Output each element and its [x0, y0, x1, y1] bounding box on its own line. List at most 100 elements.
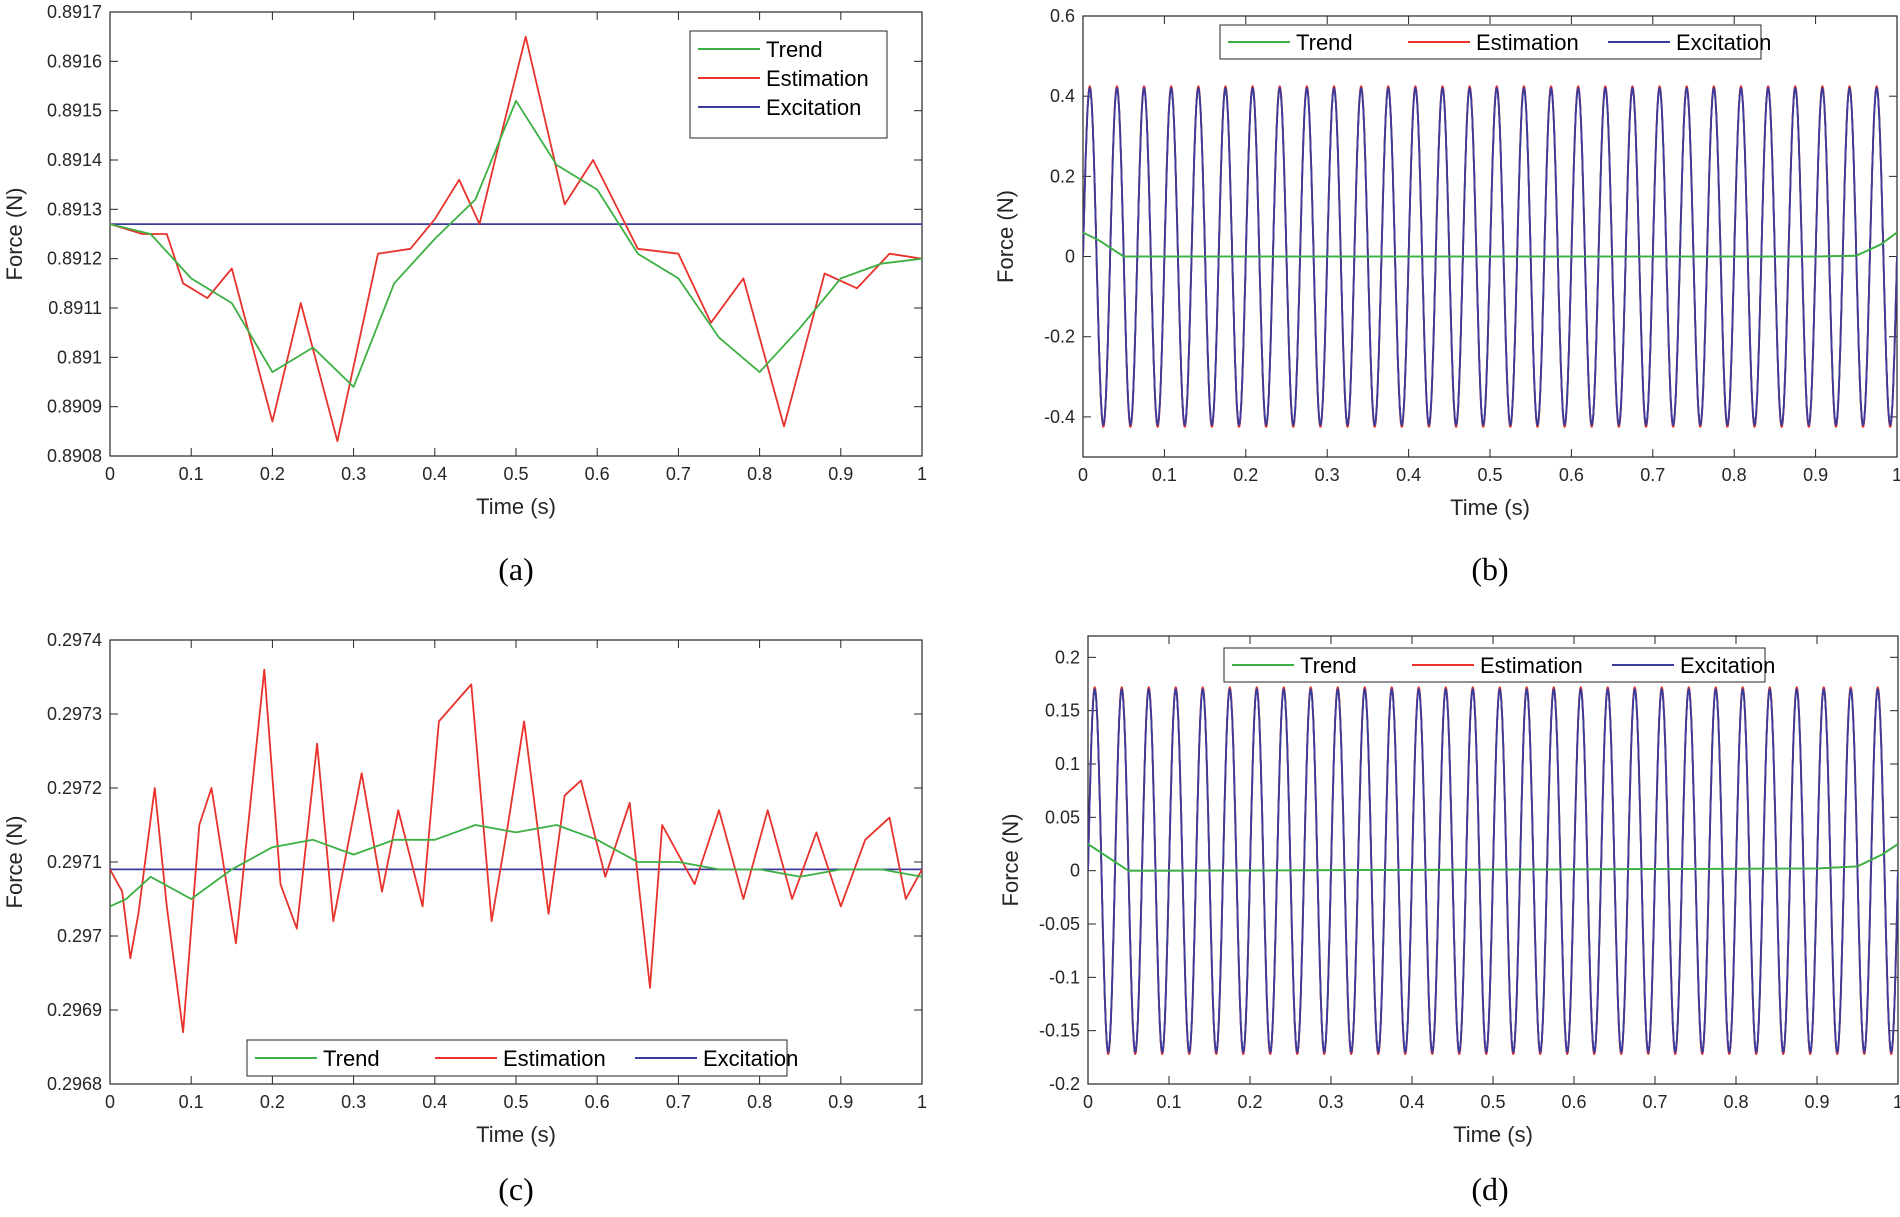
x-tick-label: 0: [105, 464, 115, 484]
series-lines: [110, 35, 922, 443]
series-line-trend: [110, 824, 922, 908]
y-tick-label: 0.8911: [48, 298, 102, 318]
x-tick-label: 0.1: [179, 1092, 204, 1112]
legend-label-trend: Trend: [766, 37, 823, 62]
y-tick-label: 0.2: [1050, 166, 1075, 186]
y-tick-label: -0.2: [1049, 1074, 1080, 1094]
series-line-trend-overlay: [1083, 231, 1897, 258]
series-lines: [110, 668, 922, 1034]
y-axis-label: Force (N): [993, 190, 1018, 283]
x-tick-label: 1: [917, 464, 927, 484]
legend-label-estimation: Estimation: [766, 66, 869, 91]
legend-label-estimation: Estimation: [503, 1046, 606, 1071]
panel-caption: (c): [498, 1171, 534, 1207]
y-tick-label: 0.2: [1055, 647, 1080, 667]
y-tick-label: 0.1: [1055, 754, 1080, 774]
x-tick-label: 0.7: [666, 464, 691, 484]
legend-box: [1219, 24, 1762, 60]
y-tick-label: 0.05: [1045, 807, 1080, 827]
x-tick-label: 0.4: [422, 464, 447, 484]
y-tick-label: -0.15: [1039, 1021, 1080, 1041]
y-tick-label: 0.8912: [47, 249, 102, 269]
x-tick-label: 0.2: [260, 1092, 285, 1112]
legend-label-excitation: Excitation: [703, 1046, 798, 1071]
x-tick-label: 0.2: [1237, 1092, 1262, 1112]
y-tick-label: 0.6: [1050, 6, 1075, 26]
y-tick-label: 0: [1065, 247, 1075, 267]
x-tick-label: 0.4: [422, 1092, 447, 1112]
x-tick-label: 0: [1083, 1092, 1093, 1112]
x-tick-label: 0.7: [1642, 1092, 1667, 1112]
legend-label-excitation: Excitation: [766, 95, 861, 120]
x-tick-label: 0.9: [1803, 465, 1828, 485]
x-tick-label: 0: [105, 1092, 115, 1112]
x-tick-label: 0.6: [585, 1092, 610, 1112]
y-tick-label: 0.8917: [47, 2, 102, 22]
x-tick-label: 0.8: [747, 1092, 772, 1112]
legend: Trend Estimation Excitation: [689, 30, 888, 139]
legend-label-trend: Trend: [1296, 30, 1353, 55]
y-tick-label: 0.2973: [47, 704, 102, 724]
x-tick-label: 0.5: [1480, 1092, 1505, 1112]
x-tick-label: 0.6: [1561, 1092, 1586, 1112]
y-tick-label: 0.297: [57, 926, 102, 946]
y-axis-label: Force (N): [998, 814, 1023, 907]
panel-caption: (d): [1471, 1171, 1508, 1207]
y-tick-label: 0.8908: [47, 446, 102, 466]
chart-a: 0 0.1 0.2 0.3 0.4 0.5 0.6 0.7 0.8 0.9 1 0.8908 0.890…: [2, 2, 927, 587]
x-axis-label: Time (s): [1450, 495, 1530, 520]
x-tick-label: 0.5: [503, 1092, 528, 1112]
x-tick-label: 1: [1893, 1092, 1900, 1112]
x-tick-label: 0.4: [1399, 1092, 1424, 1112]
x-tick-label: 0.5: [1477, 465, 1502, 485]
panel-caption: (a): [498, 551, 534, 587]
legend: Trend Estimation Excitation: [246, 1039, 798, 1077]
legend: Trend Estimation Excitation: [1223, 647, 1775, 683]
y-tick-label: -0.4: [1044, 407, 1075, 427]
y-tick-label: 0.8916: [47, 51, 102, 71]
x-tick-label: 1: [917, 1092, 927, 1112]
legend-label-excitation: Excitation: [1676, 30, 1771, 55]
x-axis-label: Time (s): [476, 494, 556, 519]
y-tick-label: 0.4: [1050, 86, 1075, 106]
legend-label-trend: Trend: [1300, 653, 1357, 678]
x-tick-label: 0.4: [1396, 465, 1421, 485]
x-tick-label: 0.3: [1318, 1092, 1343, 1112]
x-tick-label: 0.9: [1804, 1092, 1829, 1112]
x-tick-label: 0.3: [341, 1092, 366, 1112]
series-lines: [1083, 85, 1897, 428]
x-tick-label: 0: [1078, 465, 1088, 485]
series-lines: [1088, 686, 1898, 1055]
y-tick-label: 0.8909: [47, 397, 102, 417]
x-tick-label: 0.9: [828, 1092, 853, 1112]
chart-c: 0 0.1 0.2 0.3 0.4 0.5 0.6 0.7 0.8 0.9 1 0.2968 0.296…: [2, 630, 927, 1207]
x-tick-label: 0.8: [1723, 1092, 1748, 1112]
x-axis-label: Time (s): [1453, 1122, 1533, 1147]
x-tick-label: 1: [1892, 465, 1900, 485]
y-tick-label: -0.2: [1044, 327, 1075, 347]
x-tick-label: 0.6: [1559, 465, 1584, 485]
y-tick-label: 0.2971: [47, 852, 102, 872]
x-tick-label: 0.3: [341, 464, 366, 484]
x-tick-label: 0.6: [585, 464, 610, 484]
x-tick-label: 0.3: [1315, 465, 1340, 485]
x-tick-label: 0.1: [1156, 1092, 1181, 1112]
series-line-trend: [110, 99, 922, 388]
legend-label-estimation: Estimation: [1480, 653, 1583, 678]
legend-label-excitation: Excitation: [1680, 653, 1775, 678]
x-tick-label: 0.9: [828, 464, 853, 484]
x-tick-label: 0.2: [260, 464, 285, 484]
x-tick-label: 0.7: [1640, 465, 1665, 485]
legend: Trend Estimation Excitation: [1219, 24, 1771, 60]
x-tick-label: 0.7: [666, 1092, 691, 1112]
chart-d: 0 0.1 0.2 0.3 0.4 0.5 0.6 0.7 0.8 0.9 1 -0.2 -0.15 -0…: [998, 635, 1900, 1207]
y-tick-label: 0.8914: [47, 150, 102, 170]
legend-box: [1223, 647, 1766, 683]
series-line-trend-overlay: [1088, 843, 1898, 872]
y-tick-label: 0.8915: [47, 101, 102, 121]
chart-b: 0 0.1 0.2 0.3 0.4 0.5 0.6 0.7 0.8 0.9 1 -0.4 -0.2 0 0.…: [993, 6, 1900, 587]
series-line-estimation: [110, 668, 922, 1034]
legend-label-trend: Trend: [323, 1046, 380, 1071]
y-axis-label: Force (N): [2, 816, 27, 909]
